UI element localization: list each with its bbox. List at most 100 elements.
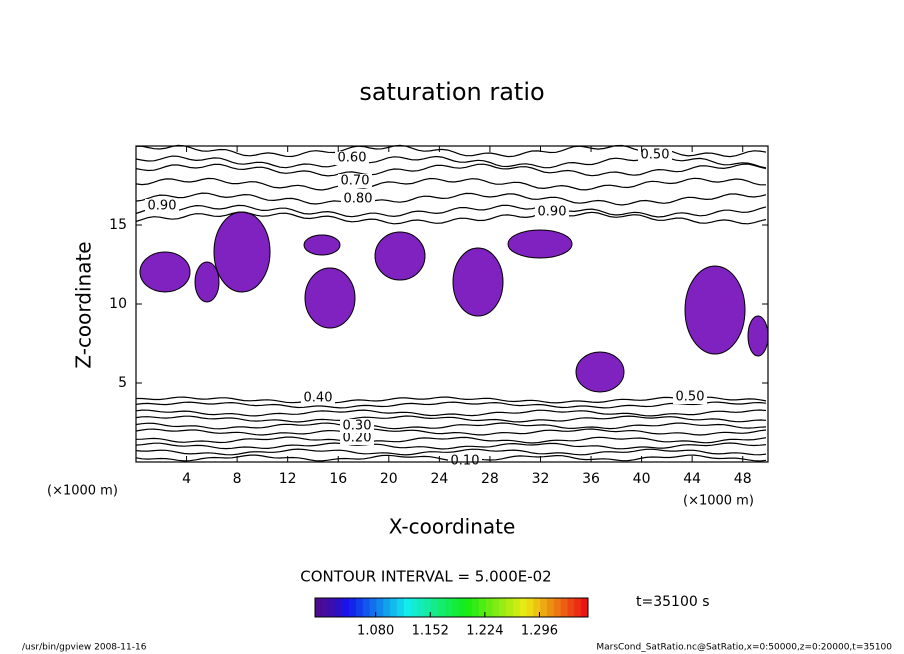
colorbar-cell: [553, 598, 562, 617]
x-tick-label: 44: [683, 471, 701, 487]
colorbar-cell: [355, 598, 364, 617]
contour-line: [135, 211, 767, 225]
contour-label-bg: [301, 391, 335, 405]
region: [304, 267, 356, 329]
contour-label: 0.10: [451, 454, 480, 469]
contour-line: [135, 428, 767, 436]
colorbar-cell: [321, 598, 330, 617]
contour-label-bg: [448, 454, 482, 468]
colorbar-cell: [540, 598, 548, 617]
region: [452, 247, 504, 317]
colorbar-cell: [417, 598, 425, 617]
contour-label-bg: [335, 151, 369, 165]
contour-label: 0.50: [676, 390, 705, 405]
x-tick-label: 28: [481, 471, 499, 487]
contour-line: [135, 177, 766, 191]
y-tick-label: 5: [118, 375, 127, 391]
colorbar-cell: [444, 598, 452, 617]
contour-interval: CONTOUR INTERVAL = 5.000E-02: [300, 568, 551, 586]
region: [374, 231, 426, 281]
contour-label: 0.90: [538, 205, 567, 220]
contour-label-bg: [145, 199, 179, 213]
footer-right: MarsCond_SatRatio.nc@SatRatio,x=0:50000,…: [596, 643, 892, 653]
x-unit: (×1000 m): [683, 494, 754, 509]
colorbar-tick-label: 1.224: [466, 624, 503, 639]
colorbar-cell: [519, 598, 528, 617]
colorbar-cell: [315, 598, 323, 617]
contour-label: 0.60: [338, 151, 367, 166]
region: [575, 351, 625, 393]
footer-left: /usr/bin/gpview 2008-11-16: [22, 643, 147, 653]
region: [139, 251, 191, 293]
x-tick-label: 4: [182, 471, 191, 487]
colorbar-cell: [437, 598, 446, 617]
colorbar-cell: [567, 598, 575, 617]
contour-label-bg: [638, 148, 672, 162]
colorbar-cell: [376, 598, 384, 617]
chart-title: saturation ratio: [359, 78, 544, 106]
contour-label-bg: [673, 390, 707, 404]
region: [684, 265, 746, 355]
colorbar-cell: [492, 598, 500, 617]
contour-label-bg: [535, 205, 569, 219]
y-tick-label: 10: [109, 296, 127, 312]
x-tick-label: 20: [380, 471, 398, 487]
contour-line: [135, 192, 767, 206]
time-label: t=35100 s: [636, 594, 710, 610]
colorbar-cell: [342, 598, 350, 617]
y-axis-label: Z-coordinate: [72, 241, 96, 368]
contour-line: [135, 442, 767, 450]
contour-label-bg: [340, 431, 374, 445]
colorbar-cell: [383, 598, 391, 617]
colorbar-tick-label: 1.296: [521, 624, 558, 639]
colorbar-cell: [485, 598, 493, 617]
contour-line: [135, 163, 767, 177]
contour-line: [135, 415, 767, 423]
colorbar-cell: [581, 598, 589, 617]
region: [194, 261, 220, 303]
contour-label: 0.90: [148, 199, 177, 214]
colorbar-cell: [410, 598, 418, 617]
colorbar-cell: [526, 598, 534, 617]
colorbar-cell: [506, 598, 514, 617]
colorbar-cell: [465, 598, 473, 617]
colorbar-cell: [471, 598, 480, 617]
colorbar-tick-label: 1.152: [412, 624, 449, 639]
colorbar-cell: [560, 598, 569, 617]
contour-line: [135, 436, 767, 444]
contour-line: [135, 204, 767, 218]
contour-label: 0.20: [343, 431, 372, 446]
contour-label-bg: [341, 192, 375, 206]
supersaturated-regions: [139, 211, 769, 393]
x-tick-label: 32: [532, 471, 550, 487]
contour-label: 0.80: [344, 192, 373, 207]
region: [213, 211, 271, 293]
colorbar-cell: [499, 598, 507, 617]
colorbar-cell: [431, 598, 439, 617]
y-unit: (×1000 m): [47, 484, 118, 499]
contour-line: [136, 396, 767, 404]
y-tick-label: 15: [109, 217, 127, 233]
colorbar-cell: [362, 598, 371, 617]
contour-line: [135, 409, 767, 417]
x-tick-label: 24: [430, 471, 448, 487]
colorbar-cell: [533, 598, 541, 617]
colorbar-cell: [547, 598, 555, 617]
x-tick-label: 36: [582, 471, 600, 487]
colorbar-cell: [512, 598, 521, 617]
colorbar-cell: [396, 598, 405, 617]
contour-label: 0.40: [304, 391, 333, 406]
x-tick-label: 48: [734, 471, 752, 487]
x-tick-label: 40: [633, 471, 651, 487]
contour-line: [135, 401, 767, 409]
colorbar-cell: [403, 598, 412, 617]
colorbar-frame: [314, 597, 589, 618]
colorbar-cell: [458, 598, 466, 617]
contour-label: 0.70: [341, 174, 370, 189]
contour-line: [135, 448, 767, 456]
colorbar-cell: [349, 598, 357, 617]
contour-label-bg: [340, 419, 374, 433]
region: [507, 229, 573, 259]
colorbar-cell: [328, 598, 336, 617]
